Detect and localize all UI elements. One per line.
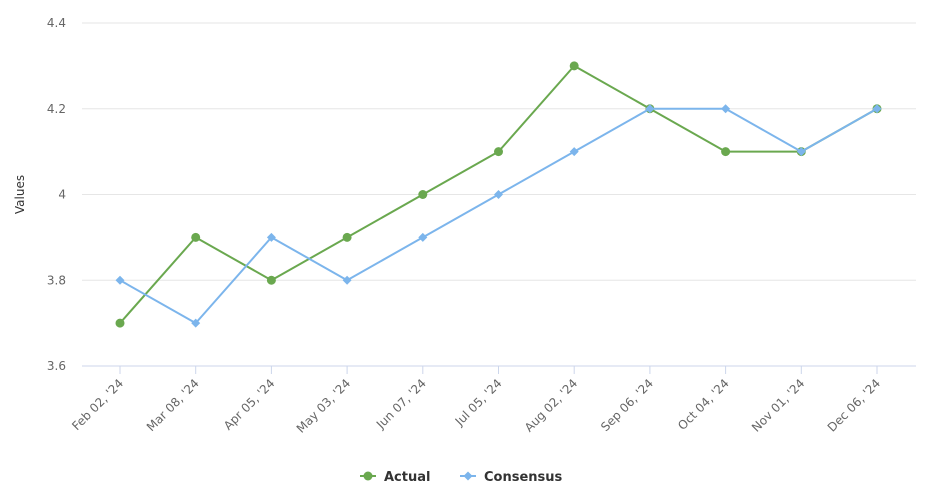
y-tick-label: 4.2 <box>47 102 66 116</box>
data-point <box>418 232 428 242</box>
legend-marker <box>363 471 373 481</box>
y-tick-label: 3.6 <box>47 359 66 373</box>
x-tick-label: Feb 02, '24 <box>69 376 126 433</box>
y-tick-label: 4.4 <box>47 16 66 30</box>
x-tick-label: Mar 08, '24 <box>144 376 202 434</box>
x-tick-label: Sep 06, '24 <box>598 376 656 434</box>
data-point <box>266 232 276 242</box>
data-point <box>796 147 806 157</box>
x-tick-label: Jun 07, '24 <box>373 376 429 432</box>
data-point <box>872 104 882 114</box>
x-tick-label: Oct 04, '24 <box>675 376 732 433</box>
legend-marker <box>463 471 473 481</box>
legend-label: Actual <box>384 470 430 485</box>
data-point <box>418 190 428 199</box>
y-tick-label: 4 <box>58 188 66 202</box>
series-consensus <box>115 104 882 328</box>
x-tick-label: Apr 05, '24 <box>221 376 278 433</box>
x-tick-label: May 03, '24 <box>294 376 353 435</box>
data-point <box>721 147 731 157</box>
y-axis-label: Values <box>13 175 27 214</box>
data-point <box>494 147 503 157</box>
series-line <box>119 107 878 325</box>
data-point <box>115 275 125 285</box>
data-point <box>266 275 276 285</box>
data-point <box>342 232 352 242</box>
x-axis-ticks: Feb 02, '24 Mar 08, '24 Apr 05, '24 May 03,… <box>69 366 883 436</box>
legend: Actual Consensus <box>360 470 563 485</box>
x-tick-label: Nov 01, '24 <box>749 376 807 434</box>
legend-item-consensus[interactable]: Consensus <box>460 470 563 485</box>
x-tick-label: Aug 02, '24 <box>522 376 580 434</box>
data-point <box>115 318 125 328</box>
x-tick-label: Jul 05, '24 <box>452 376 505 429</box>
data-point <box>494 190 503 199</box>
data-point <box>191 232 201 242</box>
data-point <box>721 104 731 114</box>
y-axis-ticks: 3.6 3.8 4 4.2 4.4 <box>47 16 66 373</box>
data-point <box>569 147 579 157</box>
y-tick-label: 3.8 <box>47 273 66 287</box>
legend-item-actual[interactable]: Actual <box>360 470 430 485</box>
legend-label: Consensus <box>484 470 563 485</box>
data-point <box>191 318 201 328</box>
x-tick-label: Dec 06, '24 <box>825 376 883 434</box>
data-point <box>569 61 579 71</box>
series-group <box>115 61 882 328</box>
data-point <box>342 275 352 285</box>
data-point <box>645 104 655 114</box>
